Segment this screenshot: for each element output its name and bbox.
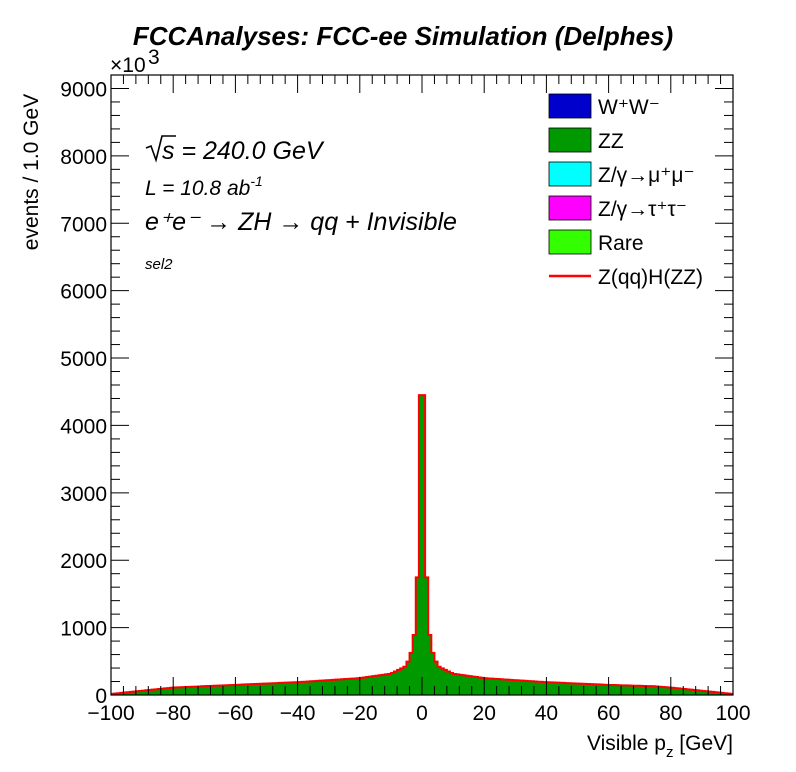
x-tick-label: −100 (87, 702, 134, 725)
sqrt-s-symbol: s (162, 137, 175, 165)
x-tick-label: 0 (416, 702, 428, 725)
y-tick-label: 0 (95, 685, 107, 708)
y-tick-label: 5000 (60, 348, 107, 371)
legend: W⁺W⁻ ZZ Z/γ→μ⁺μ⁻ Z/γ→τ⁺τ⁻ Rare Z(qq)H(ZZ) (548, 93, 703, 289)
x-tick-label: 80 (659, 702, 682, 725)
y-multiplier: ×10 (110, 54, 146, 77)
x-tick-label: −60 (218, 702, 254, 725)
legend-label: Z/γ→μ⁺μ⁻ (598, 164, 695, 187)
signal-line (111, 394, 733, 695)
sqrt-s-annotation: s = 240.0 GeV (145, 135, 325, 165)
y-tick-label: 4000 (60, 415, 107, 438)
legend-swatch (548, 229, 592, 255)
legend-swatch (548, 127, 592, 153)
sqrt-s-value: = 240.0 GeV (175, 137, 325, 165)
legend-swatch (548, 93, 592, 119)
y-axis-label: events / 1.0 GeV (20, 94, 43, 250)
x-axis-label-main: Visible p (587, 732, 666, 755)
x-tick-label: −80 (155, 702, 191, 725)
legend-label: Z/γ→τ⁺τ⁻ (598, 198, 687, 221)
legend-label: Z(qq)H(ZZ) (598, 266, 703, 289)
x-tick-label: −20 (342, 702, 378, 725)
legend-swatch (548, 195, 592, 221)
x-axis-label: Visible pz [GeV] (587, 732, 733, 761)
x-tick-label: 40 (535, 702, 558, 725)
y-tick-label: 7000 (60, 213, 107, 236)
y-tick-label: 2000 (60, 550, 107, 573)
y-tick-label: 9000 (60, 78, 107, 101)
selection-annotation: sel2 (145, 256, 173, 273)
x-tick-label: 100 (715, 702, 750, 725)
luminosity-value: L = 10.8 ab (145, 177, 251, 200)
y-axis: 0 1000 2000 3000 4000 5000 6000 7000 8000 9000 (60, 78, 733, 708)
y-multiplier-exponent: 3 (148, 46, 160, 69)
x-tick-label: 20 (473, 702, 496, 725)
y-tick-label: 3000 (60, 483, 107, 506)
luminosity-exponent: -1 (250, 173, 262, 189)
legend-label: Rare (598, 232, 644, 255)
x-tick-label: 60 (597, 702, 620, 725)
chart-title: FCCAnalyses: FCC-ee Simulation (Delphes) (133, 21, 673, 51)
legend-swatch (548, 161, 592, 187)
process-annotation: e⁺e⁻ → ZH → qq + Invisible (145, 208, 457, 236)
y-tick-label: 1000 (60, 618, 107, 641)
luminosity-annotation: L = 10.8 ab-1 (145, 173, 263, 200)
y-tick-label: 8000 (60, 146, 107, 169)
x-axis-label-unit: [GeV] (673, 732, 733, 755)
x-axis: −100 −80 −60 −40 −20 0 20 40 60 80 100 (87, 75, 751, 725)
y-tick-label: 6000 (60, 281, 107, 304)
legend-label: W⁺W⁻ (598, 96, 660, 119)
x-axis-label-subscript: z (666, 744, 674, 761)
x-tick-label: −40 (280, 702, 316, 725)
sqrt-symbol (145, 135, 176, 163)
legend-label: ZZ (598, 130, 624, 153)
svg-text:s = 240.0 GeV: s = 240.0 GeV (162, 137, 325, 165)
